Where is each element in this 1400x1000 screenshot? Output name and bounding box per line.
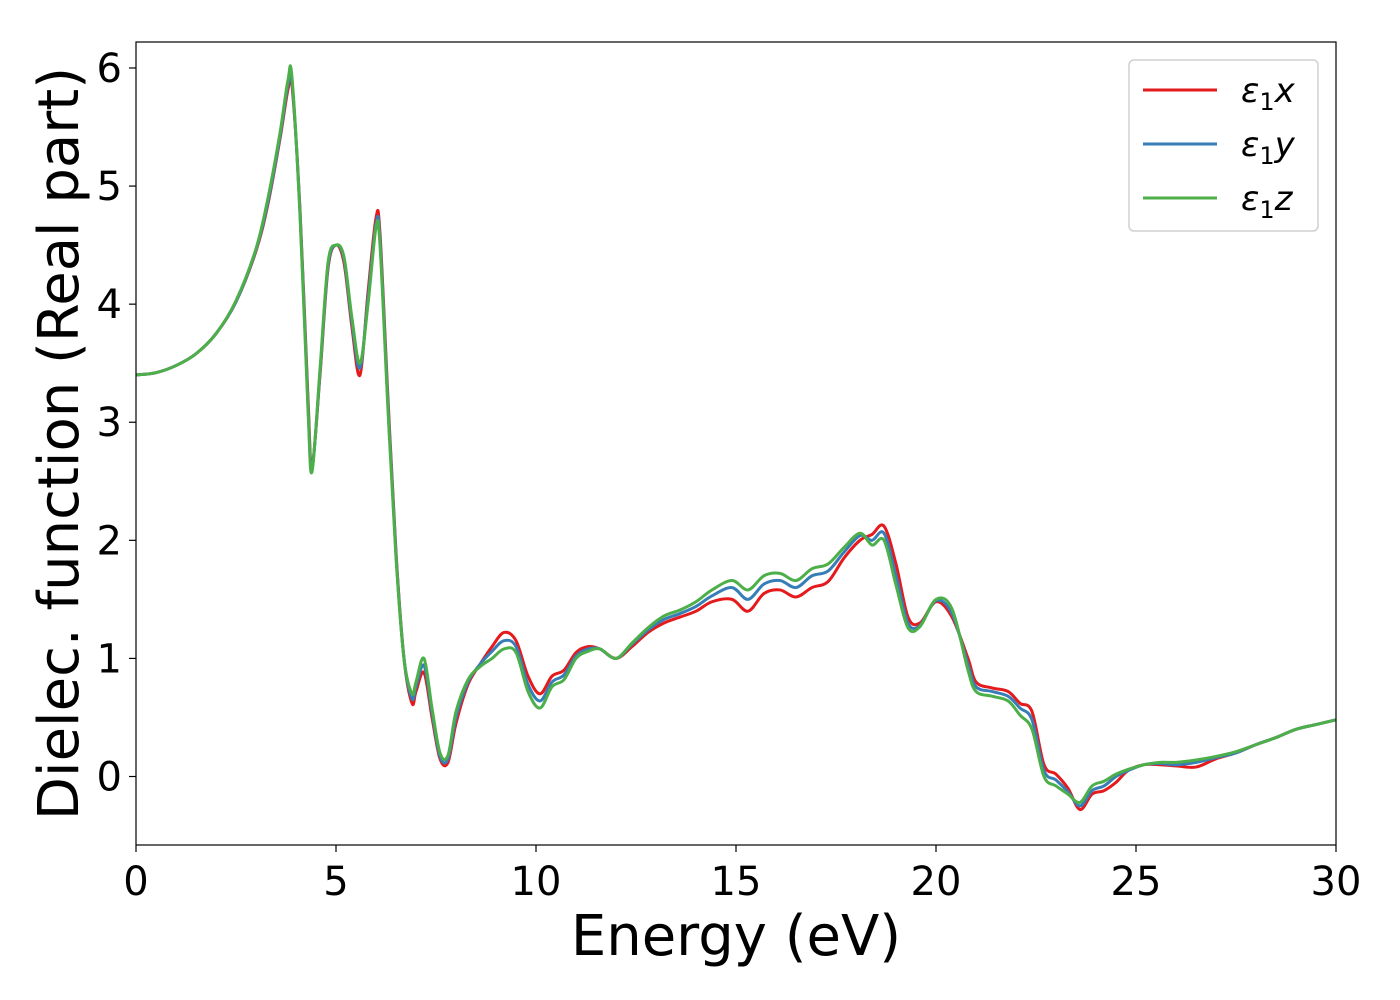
legend-label-symbol: ε (1241, 125, 1259, 165)
legend-label-subscript: 1 (1259, 196, 1274, 224)
legend-label-subscript: 1 (1259, 88, 1274, 116)
legend-label-symbol: ε (1241, 71, 1259, 111)
x-tick-label: 30 (1311, 859, 1362, 905)
series-line-z (135, 64, 1337, 805)
legend-label-z: ε1z (1241, 179, 1294, 224)
legend-box (1128, 59, 1319, 232)
x-tick-label: 25 (1111, 859, 1162, 905)
series-lines (135, 64, 1337, 812)
legend-label-x: ε1x (1241, 71, 1296, 116)
x-tick-label: 0 (123, 859, 148, 905)
y-tick-label: 6 (97, 46, 122, 92)
y-tick-label: 4 (97, 282, 122, 328)
legend-label-symbol: ε (1241, 179, 1259, 219)
y-tick-label: 5 (97, 164, 122, 210)
y-tick-label: 3 (97, 400, 122, 446)
x-tick-label: 15 (711, 859, 762, 905)
legend-label-component: y (1274, 125, 1296, 165)
y-axis-title: Dielec. function (Real part) (27, 67, 92, 820)
x-tick-label: 20 (911, 859, 962, 905)
legend-label-component: x (1274, 71, 1296, 111)
y-tick-label: 2 (97, 518, 122, 564)
axis-ticks: 0 5 10 15 20 25 30 0 1 2 3 4 5 6 (97, 46, 1362, 905)
legend-label-component: z (1274, 179, 1294, 219)
x-axis-title: Energy (eV) (571, 904, 901, 969)
y-tick-label: 0 (97, 755, 122, 801)
y-tick-label: 1 (97, 636, 122, 682)
x-tick-label: 5 (323, 859, 348, 905)
legend-label-subscript: 1 (1259, 142, 1274, 170)
x-tick-label: 10 (511, 859, 562, 905)
legend-label-y: ε1y (1241, 125, 1296, 170)
